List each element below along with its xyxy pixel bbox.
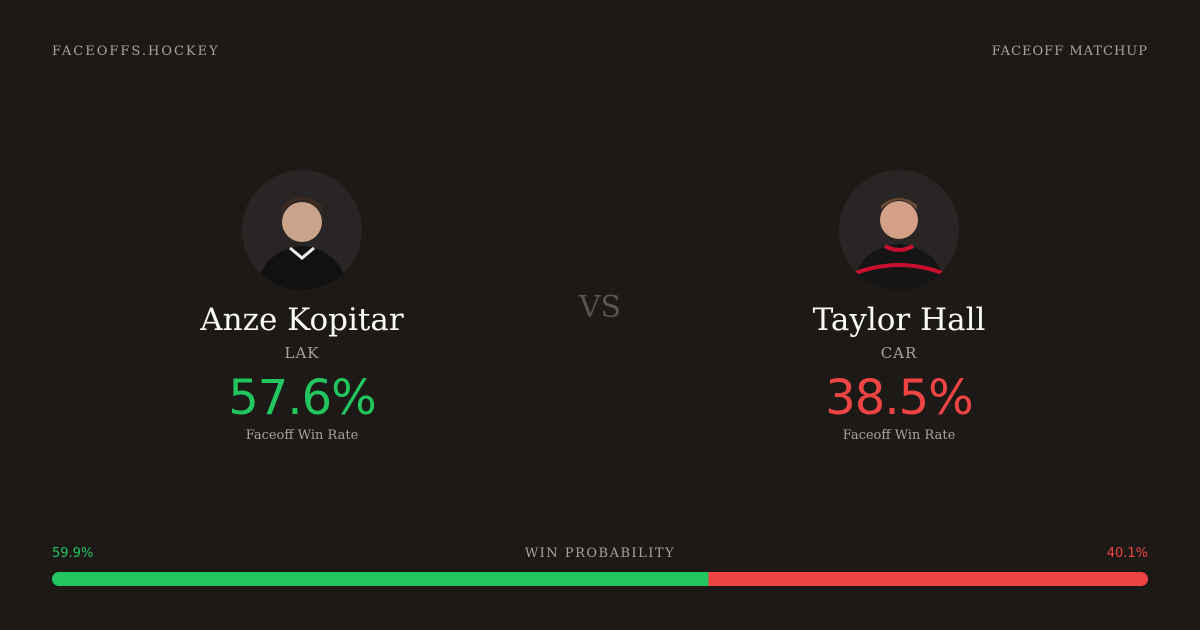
win-rate: 38.5%	[825, 370, 973, 426]
brand: FACEOFFS.HOCKEY	[52, 44, 220, 59]
player-name: Taylor Hall	[812, 302, 986, 338]
player-name: Anze Kopitar	[200, 302, 404, 338]
avatar	[242, 170, 362, 290]
win-rate-label: Faceoff Win Rate	[842, 428, 956, 443]
vs: VS	[578, 290, 622, 325]
player-team: LAK	[284, 344, 320, 362]
avatar	[839, 170, 959, 290]
player-card: Anze Kopitar LAK 57.6% Faceoff Win Rate	[102, 170, 502, 443]
win-rate: 57.6%	[228, 370, 376, 426]
probability-segment	[708, 572, 1148, 586]
win-probability-label: WIN PROBABILITY	[524, 546, 676, 561]
win-probability-bar	[52, 572, 1148, 586]
player-card: Taylor Hall CAR 38.5% Faceoff Win Rate	[699, 170, 1099, 443]
win-probability-left: 59.9%	[52, 546, 94, 561]
header-label: FACEOFF MATCHUP	[991, 44, 1148, 59]
win-probability-right: 40.1%	[1106, 546, 1148, 561]
avatar-image	[851, 198, 947, 290]
player-team: CAR	[880, 344, 918, 362]
avatar-image	[256, 197, 348, 290]
probability-segment	[52, 572, 709, 586]
win-rate-label: Faceoff Win Rate	[245, 428, 359, 443]
